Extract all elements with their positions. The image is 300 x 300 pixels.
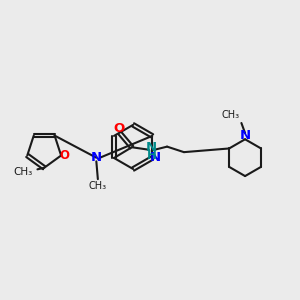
Text: N: N xyxy=(146,141,157,154)
Text: N: N xyxy=(239,129,250,142)
Text: CH₃: CH₃ xyxy=(222,110,240,120)
Text: O: O xyxy=(60,149,70,162)
Text: N: N xyxy=(150,152,161,164)
Text: CH₃: CH₃ xyxy=(89,181,107,191)
Text: N: N xyxy=(91,151,102,164)
Text: O: O xyxy=(113,122,124,135)
Text: H: H xyxy=(147,149,157,162)
Text: CH₃: CH₃ xyxy=(14,167,33,177)
